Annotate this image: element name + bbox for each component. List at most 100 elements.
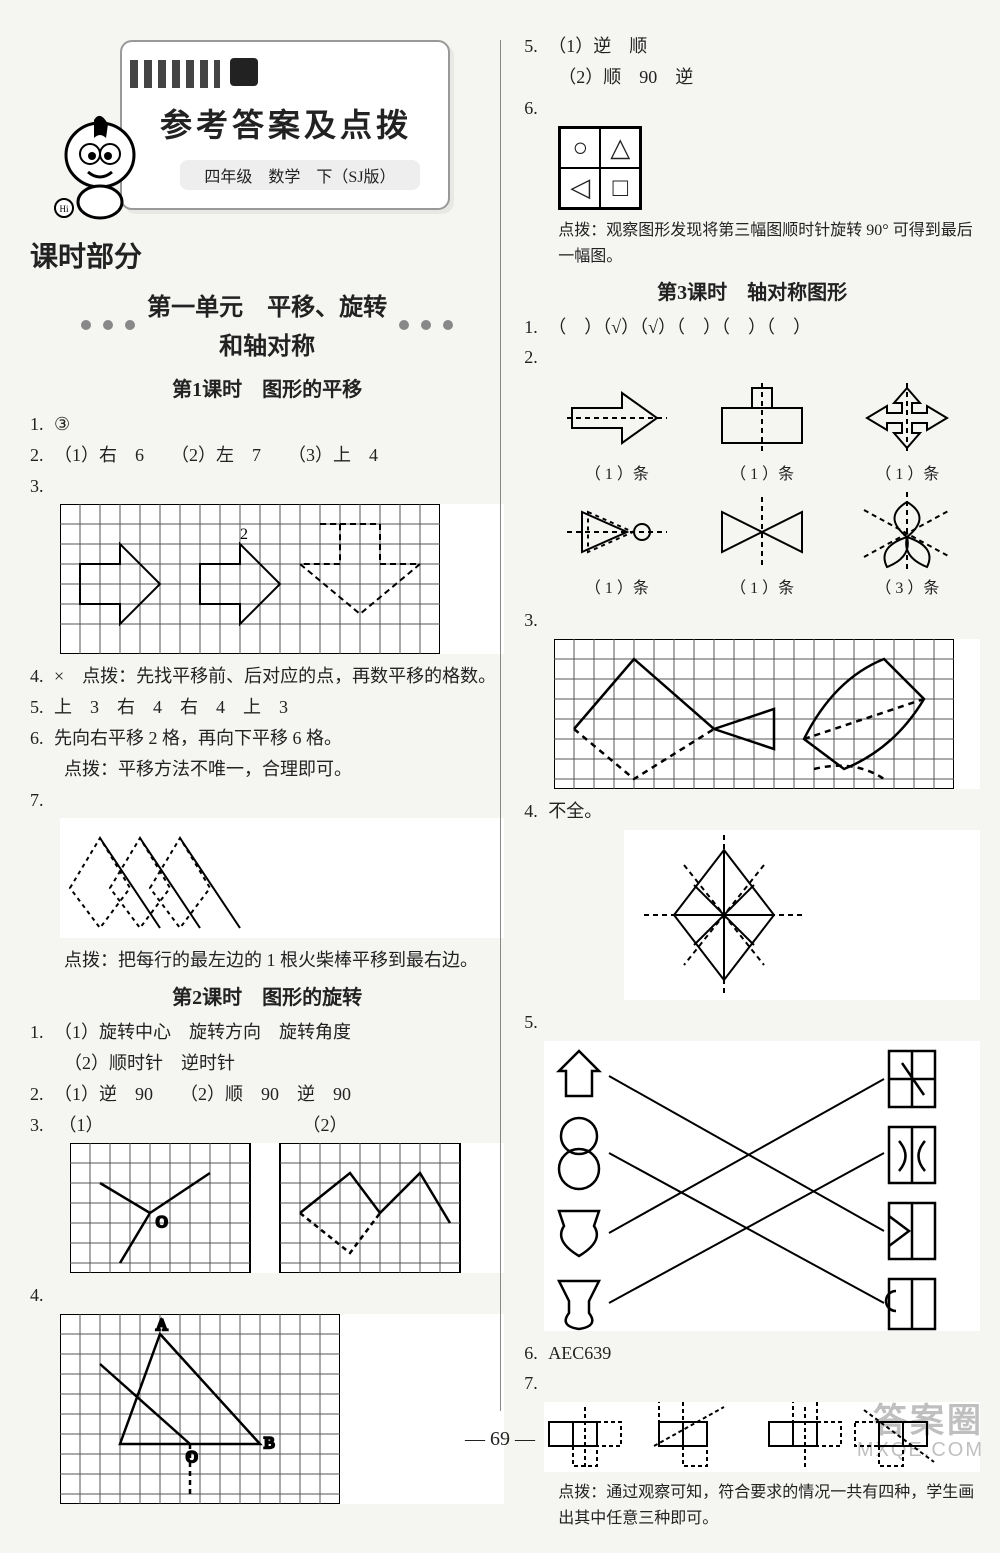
watermark-bottom: MXQE.COM [857,1440,984,1461]
triangle-icon: △ [600,128,640,168]
l3-q7-label: 7. [524,1369,980,1398]
l3-q4-ans: 不全。 [548,801,602,821]
l2-q4-figure: A B O [60,1314,504,1504]
l1-q6b: 点拨：平移方法不唯一，合理即可。 [30,755,504,784]
dot-icon [399,320,409,330]
l3-q1: 1.（ ）（√）（√）（ ）（ ）（ ） [524,313,980,342]
l3-q2-caps1: （ 1 ）条 （ 1 ）条 （ 1 ）条 [544,460,980,484]
l3-q4-figure [624,830,980,1000]
l3-q2-row1 [544,378,980,458]
l3-q1-ans: （ ）（√）（√）（ ）（ ）（ ） [548,317,811,337]
r-q5b: （2）顺 90 逆 [524,63,980,92]
l2-q3a: （1） [59,1115,104,1135]
watermark: 答案圈 MXQE.COM [857,1404,984,1461]
trefoil-icon [852,492,962,572]
tri-circle-icon [562,492,672,572]
banner-subtitle: 四年级 数学 下（SJ版） [180,160,420,190]
l1-q5: 5.上 3 右 4 右 4 上 3 [30,693,504,722]
unit-title-1: 第一单元 平移、旋转 [147,287,387,322]
dot-icon [81,320,91,330]
svg-text:A: A [156,1317,168,1334]
l3-q5-label: 5. [524,1008,980,1037]
banner: 参考答案及点拨 四年级 数学 下（SJ版） Hi [30,30,504,215]
l1-q7-num: 7. [30,786,54,815]
banner-stripes [130,60,220,88]
l3-q3-figure [554,639,980,789]
r-q5a: 5.（1）逆 顺 [524,32,980,61]
cap: （ 1 ）条 [730,460,794,484]
svg-text:O: O [156,1214,168,1231]
watermark-top: 答案圈 [857,1404,984,1440]
l1-q7-note: 点拨：把每行的最左边的 1 根火柴棒平移到最右边。 [30,946,504,975]
right-column: 5.（1）逆 顺 （2）顺 90 逆 6. ○ △ ◁ □ 点拨：观察图形发现将… [524,30,980,1533]
cap: （ 1 ）条 [875,460,939,484]
r-q6-label: 6. [524,94,980,123]
dot-icon [443,320,453,330]
l1-q7-figure [60,818,504,938]
l3-q5-num: 5. [524,1008,548,1037]
l2-q4-label: 4. [30,1281,504,1310]
l3-q5-figure [544,1041,980,1331]
l2-q1b: （2）顺时针 逆时针 [30,1049,504,1078]
dot-icon [103,320,113,330]
l1-q4: 4.× 点拨：先找平移前、后对应的点，再数平移的格数。 [30,662,504,691]
triangle-left-icon: ◁ [560,168,600,208]
r-q6-note: 点拨：观察图形发现将第三幅图顺时针旋转 90° 可得到最后一幅图。 [524,218,980,269]
mascot-icon: Hi [50,110,150,220]
l1-q5-ans: 上 3 右 4 右 4 上 3 [54,697,288,717]
lesson2-title: 第2课时 图形的旋转 [30,981,504,1010]
unit-heading: 第一单元 平移、旋转 和轴对称 [30,283,504,367]
l3-q2-num: 2. [524,343,548,372]
l1-q2: 2.（1）右 6 （2）左 7 （3）上 4 [30,441,504,470]
column-divider [500,40,501,1411]
l1-q7-label: 7. [30,786,504,815]
l1-q1-ans: ③ [54,414,70,434]
l2-q4-num: 4. [30,1281,54,1310]
svg-text:O: O [186,1449,198,1466]
cap: （ 1 ）条 [730,574,794,598]
t-shape-icon [707,378,817,458]
l2-q2: 2.（1）逆 90 （2）顺 90 逆 90 [30,1080,504,1109]
circle-icon: ○ [560,128,600,168]
l2-q3-label: 3. （1） （2） [30,1111,504,1140]
dot-icon [125,320,135,330]
l2-q3-figure: O [70,1143,504,1273]
l2-q3b: （2） [303,1115,348,1135]
l3-q2-caps2: （ 1 ）条 （ 1 ）条 （ 3 ）条 [544,574,980,598]
dot-icon [421,320,431,330]
l1-q3-figure: 2 [60,504,504,654]
cap: （ 3 ）条 [875,574,939,598]
r-q6-num: 6. [524,94,548,123]
page-number: — 69 — [0,1428,1000,1451]
l3-q6-ans: AEC639 [548,1343,611,1363]
l3-q3-num: 3. [524,606,548,635]
bowtie-icon [707,492,817,572]
l3-q6: 6.AEC639 [524,1339,980,1368]
square-icon: □ [600,168,640,208]
l3-q2-row2 [544,492,980,572]
lesson1-title: 第1课时 图形的平移 [30,373,504,402]
l1-q6a: 6.先向右平移 2 格，再向下平移 6 格。 [30,724,504,753]
banner-dot [230,58,258,86]
cap: （ 1 ）条 [585,574,649,598]
l1-q1: 1.③ [30,410,504,439]
l3-q7-num: 7. [524,1369,548,1398]
l3-q3-label: 3. [524,606,980,635]
banner-title: 参考答案及点拨 [160,100,412,146]
l2-q1a-ans: （1）旋转中心 旋转方向 旋转角度 [54,1022,351,1042]
l2-q1a: 1.（1）旋转中心 旋转方向 旋转角度 [30,1018,504,1047]
unit-title-2: 和轴对称 [147,326,387,361]
l3-q2-label: 2. [524,343,980,372]
cross-arrow-icon [852,378,962,458]
l1-q3-num: 3. [30,472,54,501]
heading-main: 课时部分 [30,235,504,275]
svg-text:2: 2 [240,526,248,543]
r-q6-grid: ○ △ ◁ □ [558,126,642,210]
svg-text:Hi: Hi [60,204,69,214]
l1-q3-label: 3. [30,472,504,501]
lesson3-title: 第3课时 轴对称图形 [524,276,980,305]
l1-q2-ans: （1）右 6 （2）左 7 （3）上 4 [54,445,378,465]
cap: （ 1 ）条 [585,460,649,484]
l3-q7-note: 点拨：通过观察可知，符合要求的情况一共有四种，学生画出其中任意三种即可。 [524,1480,980,1531]
r-q5a-ans: （1）逆 顺 [548,36,647,56]
